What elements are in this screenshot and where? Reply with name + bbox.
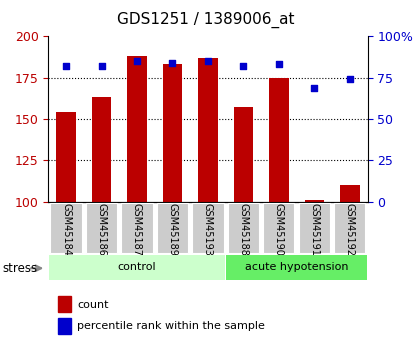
- Bar: [198, 58, 218, 202]
- Bar: [340, 185, 360, 202]
- Text: percentile rank within the sample: percentile rank within the sample: [77, 322, 265, 332]
- FancyBboxPatch shape: [192, 203, 223, 253]
- FancyBboxPatch shape: [121, 203, 152, 253]
- Text: GDS1251 / 1389006_at: GDS1251 / 1389006_at: [117, 12, 294, 28]
- Bar: [234, 107, 253, 202]
- Text: acute hypotension: acute hypotension: [245, 262, 348, 272]
- Text: GSM45191: GSM45191: [309, 203, 319, 256]
- Bar: [163, 65, 182, 202]
- Text: GSM45193: GSM45193: [203, 203, 213, 256]
- Point: [98, 63, 105, 69]
- FancyBboxPatch shape: [228, 203, 259, 253]
- Text: GSM45186: GSM45186: [97, 203, 107, 256]
- Text: GSM45184: GSM45184: [61, 203, 71, 256]
- FancyBboxPatch shape: [50, 203, 81, 253]
- Bar: [58, 318, 71, 334]
- Bar: [127, 56, 147, 202]
- Text: GSM45187: GSM45187: [132, 203, 142, 256]
- Bar: [304, 200, 324, 202]
- Text: GSM45192: GSM45192: [345, 203, 355, 256]
- Bar: [92, 98, 111, 202]
- FancyBboxPatch shape: [226, 255, 367, 280]
- FancyBboxPatch shape: [49, 255, 225, 280]
- FancyBboxPatch shape: [86, 203, 117, 253]
- Point: [134, 58, 140, 64]
- Point: [205, 58, 211, 64]
- Text: GSM45189: GSM45189: [168, 203, 177, 256]
- Text: control: control: [118, 262, 156, 272]
- Text: count: count: [77, 299, 108, 309]
- Bar: [269, 78, 289, 202]
- Text: stress: stress: [2, 262, 37, 275]
- Point: [169, 60, 176, 66]
- Point: [63, 63, 69, 69]
- FancyBboxPatch shape: [299, 203, 330, 253]
- Point: [311, 85, 318, 90]
- Text: GSM45188: GSM45188: [239, 203, 248, 256]
- Text: GSM45190: GSM45190: [274, 203, 284, 256]
- FancyBboxPatch shape: [157, 203, 188, 253]
- FancyBboxPatch shape: [263, 203, 294, 253]
- Point: [240, 63, 247, 69]
- FancyBboxPatch shape: [334, 203, 365, 253]
- Bar: [56, 112, 76, 202]
- Bar: [58, 296, 71, 313]
- Point: [276, 62, 282, 67]
- Point: [346, 77, 353, 82]
